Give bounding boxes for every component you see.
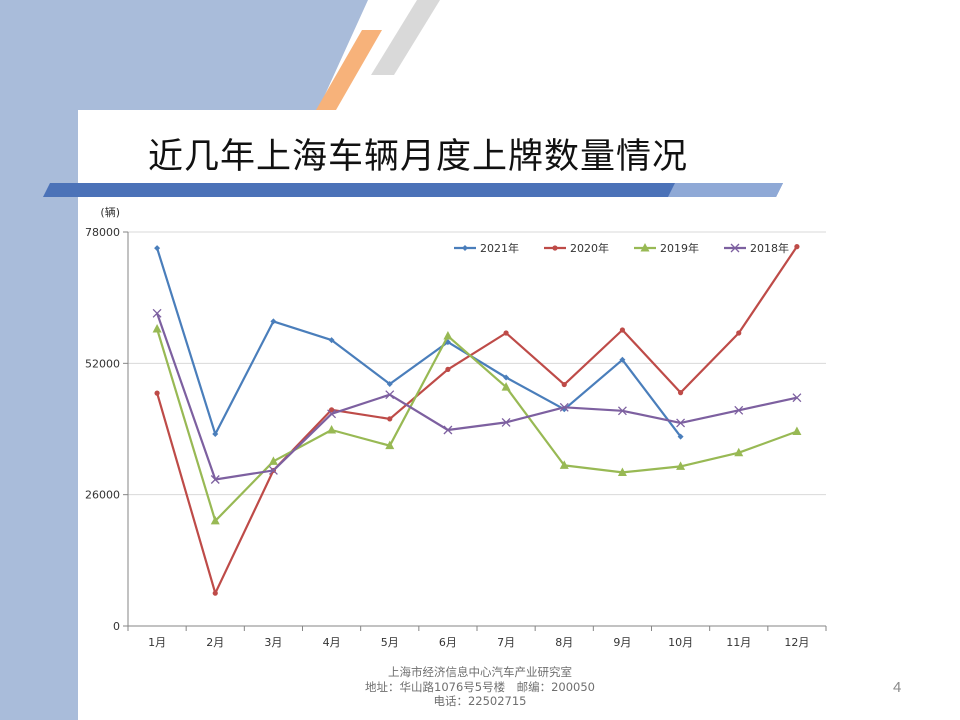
legend-item: 2021年	[454, 241, 519, 255]
y-tick-label: 26000	[85, 489, 120, 502]
data-point	[676, 461, 686, 470]
data-point	[212, 590, 218, 596]
data-point	[734, 447, 744, 457]
data-point	[619, 356, 626, 363]
x-tick-label: 12月	[784, 636, 809, 649]
data-point	[619, 327, 626, 333]
data-point	[503, 374, 510, 381]
data-point	[501, 382, 511, 391]
data-point	[677, 433, 684, 440]
data-point	[212, 431, 219, 438]
y-tick-label: 52000	[85, 357, 120, 370]
data-point	[327, 409, 337, 419]
x-tick-label: 10月	[668, 636, 693, 649]
footer-address: 地址：华山路1076号5号楼 邮编：200050	[365, 679, 595, 694]
title-bar-highlight	[668, 183, 783, 197]
data-point	[270, 318, 277, 325]
data-point	[561, 406, 568, 413]
data-point	[152, 323, 162, 333]
data-point	[443, 425, 453, 435]
series-2020年	[154, 244, 800, 596]
data-point	[736, 330, 742, 336]
data-point	[677, 390, 684, 396]
footer-org: 上海市经济信息中心汽车产业研究室	[388, 665, 572, 679]
data-point	[503, 330, 509, 336]
data-point	[443, 331, 453, 340]
orange-stripe	[316, 30, 382, 110]
series-line	[156, 247, 682, 438]
series-2018年	[152, 308, 802, 484]
legend-marker	[552, 245, 558, 251]
legend-marker	[462, 245, 468, 251]
data-point	[792, 426, 802, 436]
data-point	[154, 390, 160, 396]
data-point	[385, 390, 395, 400]
legend-item: 2019年	[634, 241, 699, 255]
y-tick-label: 0	[113, 620, 120, 633]
data-point	[386, 381, 393, 388]
x-tick-label: 9月	[613, 636, 631, 649]
data-point	[792, 393, 802, 403]
data-point	[617, 467, 627, 476]
data-point	[794, 244, 800, 250]
y-axis-unit: (辆)	[100, 205, 120, 219]
data-point	[676, 418, 686, 428]
legend-label: 2020年	[570, 241, 609, 255]
footer: 上海市经济信息中心汽车产业研究室 地址：华山路1076号5号楼 邮编：20005…	[330, 665, 630, 709]
data-point	[385, 440, 395, 450]
data-point	[501, 417, 511, 427]
y-tick-label: 78000	[85, 226, 120, 239]
data-point	[734, 405, 744, 415]
data-point	[328, 337, 335, 344]
data-point	[617, 406, 627, 416]
data-point	[268, 465, 278, 475]
x-tick-label: 4月	[323, 636, 341, 649]
left-band	[0, 0, 368, 720]
legend-label: 2021年	[480, 241, 519, 255]
series-line	[156, 328, 798, 522]
data-point	[445, 366, 451, 372]
legend-item: 2020年	[544, 241, 609, 255]
x-tick-label: 5月	[381, 636, 399, 649]
data-point	[154, 245, 161, 252]
series-line	[156, 245, 798, 595]
footer-phone: 电话：22502715	[433, 694, 527, 708]
data-point	[327, 425, 337, 434]
data-point	[328, 407, 335, 413]
x-tick-label: 7月	[497, 636, 515, 649]
gray-stripe	[371, 0, 440, 75]
page-title: 近几年上海车辆月度上牌数量情况	[148, 137, 689, 177]
legend-label: 2019年	[660, 241, 699, 255]
x-tick-label: 6月	[439, 636, 457, 649]
legend-label: 2018年	[750, 241, 789, 255]
data-point	[559, 460, 569, 469]
series-2021年	[154, 245, 684, 440]
data-point	[561, 381, 567, 388]
title-bar	[43, 183, 783, 197]
line-chart: 0 26000 52000 78000 (辆) 1月 2月 3月 4月 5月 6月 7月 8月 9月 10月…	[85, 205, 827, 649]
data-point	[559, 402, 569, 412]
data-point	[152, 308, 162, 318]
legend-item: 2018年	[724, 241, 789, 255]
legend-marker	[640, 243, 650, 252]
x-tick-label: 3月	[264, 636, 282, 649]
page-number: 4	[893, 679, 902, 696]
x-tick-label: 1月	[148, 636, 166, 649]
data-point	[387, 416, 393, 422]
x-tick-label: 11月	[726, 636, 751, 649]
data-point	[268, 456, 278, 465]
x-tick-label: 8月	[555, 636, 573, 649]
x-tick-label: 2月	[206, 636, 224, 649]
legend-marker	[730, 243, 740, 253]
data-point	[210, 515, 220, 525]
data-point	[210, 475, 220, 484]
series-line	[156, 312, 798, 481]
